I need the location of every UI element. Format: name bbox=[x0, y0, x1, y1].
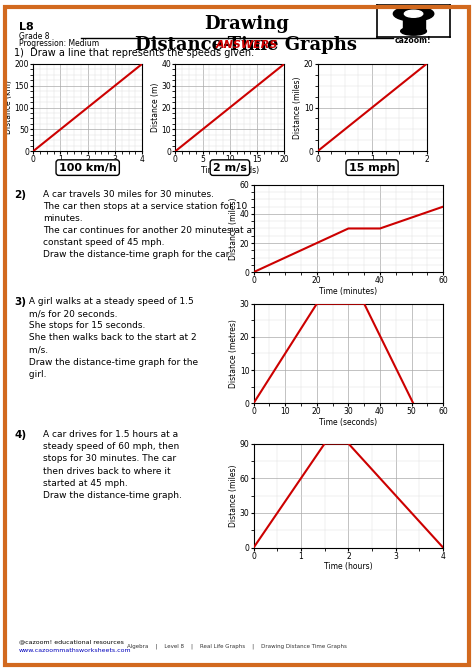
X-axis label: Time (seconds): Time (seconds) bbox=[319, 418, 377, 427]
Text: A car drives for 1.5 hours at a
steady speed of 60 mph, then
stops for 30 minute: A car drives for 1.5 hours at a steady s… bbox=[43, 430, 182, 500]
Text: Drawing
Distance-Time Graphs: Drawing Distance-Time Graphs bbox=[136, 15, 357, 54]
Text: Grade 8: Grade 8 bbox=[19, 32, 49, 40]
Text: Algebra    |    Level 8    |    Real Life Graphs    |    Drawing Distance Time G: Algebra | Level 8 | Real Life Graphs | D… bbox=[127, 644, 347, 649]
Ellipse shape bbox=[401, 27, 427, 35]
Y-axis label: Distance (miles): Distance (miles) bbox=[229, 197, 238, 260]
Text: L8: L8 bbox=[19, 22, 34, 32]
X-axis label: Time (seconds): Time (seconds) bbox=[201, 166, 259, 175]
Text: 15 mph: 15 mph bbox=[349, 163, 395, 173]
Text: @cazoom! educational resources: @cazoom! educational resources bbox=[19, 640, 124, 644]
Text: cazoom!: cazoom! bbox=[395, 36, 432, 45]
X-axis label: Time (hours): Time (hours) bbox=[64, 166, 112, 175]
Text: 2): 2) bbox=[14, 190, 26, 200]
Text: 2 m/s: 2 m/s bbox=[213, 163, 247, 173]
Y-axis label: Distance (miles): Distance (miles) bbox=[229, 464, 238, 527]
X-axis label: Time (hours): Time (hours) bbox=[348, 166, 396, 175]
Y-axis label: Distance (miles): Distance (miles) bbox=[293, 76, 302, 139]
Text: www.cazoommathsworksheets.com: www.cazoommathsworksheets.com bbox=[19, 648, 132, 653]
X-axis label: Time (hours): Time (hours) bbox=[324, 562, 373, 571]
Text: 4): 4) bbox=[14, 430, 27, 440]
Text: Progression: Medium: Progression: Medium bbox=[19, 39, 99, 48]
Ellipse shape bbox=[393, 7, 434, 21]
Text: A car travels 30 miles for 30 minutes.
The car then stops at a service station f: A car travels 30 miles for 30 minutes. T… bbox=[43, 190, 252, 259]
Bar bbox=[402, 17, 425, 32]
Y-axis label: Distance (km): Distance (km) bbox=[4, 81, 13, 134]
Text: 3): 3) bbox=[14, 297, 26, 307]
Text: ANSWERS: ANSWERS bbox=[215, 40, 278, 50]
X-axis label: Time (minutes): Time (minutes) bbox=[319, 287, 377, 296]
Y-axis label: Distance (m): Distance (m) bbox=[151, 83, 160, 132]
Text: A girl walks at a steady speed of 1.5
 m/s for 20 seconds.
 She stops for 15 sec: A girl walks at a steady speed of 1.5 m/… bbox=[26, 297, 198, 379]
Ellipse shape bbox=[404, 10, 423, 17]
Text: 100 km/h: 100 km/h bbox=[59, 163, 117, 173]
Y-axis label: Distance (metres): Distance (metres) bbox=[229, 319, 238, 388]
Text: 1)  Draw a line that represents the speeds given.: 1) Draw a line that represents the speed… bbox=[14, 48, 255, 58]
